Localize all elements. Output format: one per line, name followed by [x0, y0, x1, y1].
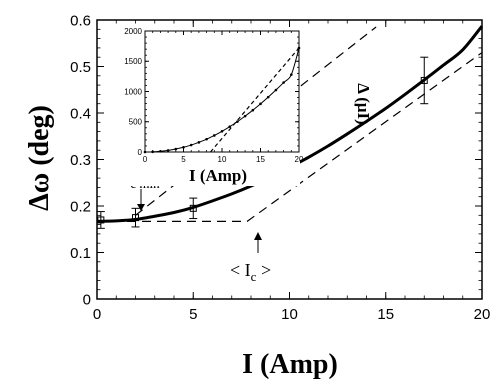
- inset-series-dot: [236, 120, 239, 123]
- inset-xtick-label: 5: [181, 155, 186, 164]
- svg-text:< Ic >: < Ic >: [230, 260, 271, 284]
- inset-series-dot: [190, 144, 193, 147]
- inset-series-dot: [175, 148, 178, 151]
- inset-series-dot: [159, 150, 162, 153]
- inset-ytick-label: 0: [138, 148, 143, 157]
- inset-xtick-label: 20: [295, 155, 304, 164]
- main-xtick-label: 0: [93, 306, 101, 323]
- inset-ytick-label: 500: [129, 118, 143, 127]
- inset-series-dot: [167, 149, 170, 152]
- inset-series-dot: [221, 130, 224, 133]
- inset-series-dot: [182, 146, 185, 149]
- inset-series-dot: [144, 151, 147, 154]
- annotation-ic-mean-main: < I: [230, 260, 251, 280]
- annotation-ic-mean-tail: >: [256, 260, 271, 280]
- main-xtick-label: 5: [189, 306, 197, 323]
- inset-series-dot: [151, 151, 154, 154]
- main-ytick-label: 0.3: [70, 152, 91, 169]
- main-xtick-label: 15: [377, 306, 394, 323]
- inset-ytick-label: 1500: [124, 57, 142, 66]
- main-ytick-label: 0.2: [70, 198, 91, 215]
- inset-xtick-label: 10: [218, 155, 227, 164]
- inset-series-dot: [282, 81, 285, 84]
- main-xtick-label: 20: [474, 306, 491, 323]
- inset-series-dot: [259, 103, 262, 106]
- inset-series-dot: [198, 141, 201, 144]
- inset-series-dot: [290, 73, 293, 76]
- annotation-delta-mu-i: Δ (μI): [354, 83, 373, 125]
- inset-chart: 0 5 10 15 20 0 500 1000 1500 2000 I (Amp): [118, 27, 304, 186]
- inset-series-dot: [244, 115, 247, 118]
- inset-ytick-label: 1000: [124, 87, 142, 96]
- annotation-ic-min-arrowhead: [137, 204, 145, 211]
- main-ytick-label: 0.5: [70, 59, 91, 76]
- main-xtick-label: 10: [281, 306, 298, 323]
- inset-series-dot: [275, 89, 278, 92]
- inset-ytick-label: 2000: [124, 27, 142, 36]
- inset-series-dot: [213, 134, 216, 137]
- main-ytick-label: 0: [83, 291, 91, 308]
- annotation-ic-mean: < Ic >: [230, 232, 271, 284]
- inset-series-dot: [252, 109, 255, 112]
- annotation-ic-mean-arrowhead: [254, 232, 262, 240]
- inset-x-axis-label: I (Amp): [189, 166, 247, 185]
- main-ytick-label: 0.6: [70, 12, 91, 29]
- main-ytick-label: 0.4: [70, 105, 91, 122]
- inset-xtick-label: 0: [143, 155, 148, 164]
- inset-xtick-label: 15: [256, 155, 265, 164]
- main-ytick-label: 0.1: [70, 245, 91, 262]
- inset-series-dot: [267, 96, 270, 99]
- main-x-axis-label: I (Amp): [242, 349, 338, 380]
- inset-series-dot: [205, 138, 208, 141]
- main-y-axis-label: Δω (deg): [24, 105, 55, 211]
